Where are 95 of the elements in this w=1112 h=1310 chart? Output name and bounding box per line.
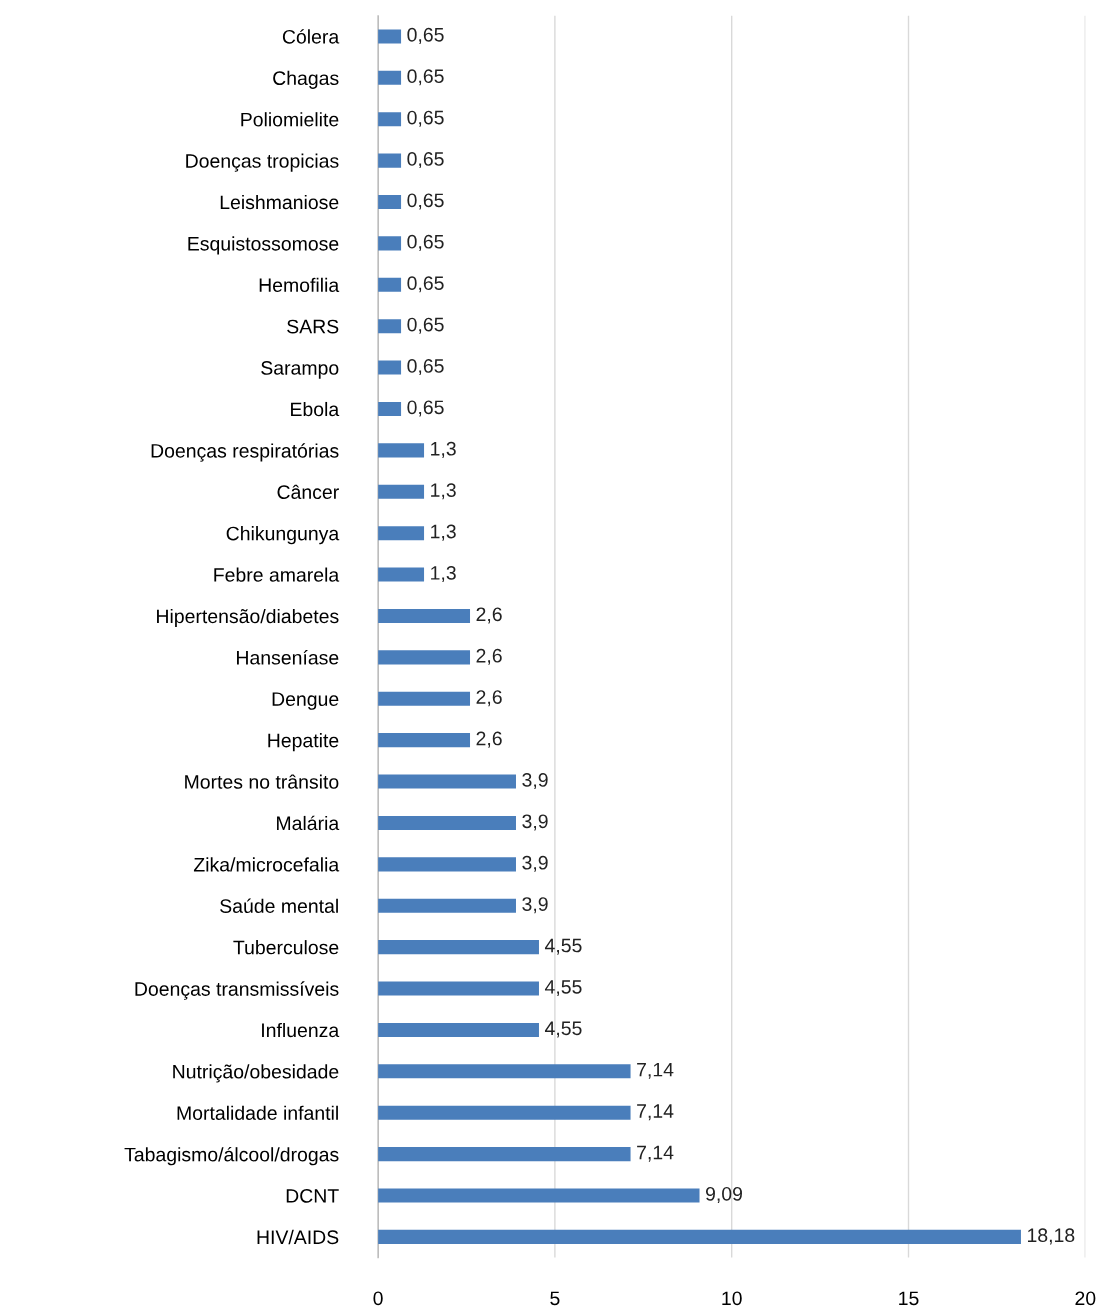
y-tick-label: SARS — [287, 319, 339, 334]
data-label: 3,9 — [522, 855, 548, 872]
bar — [378, 29, 402, 44]
y-tick-label: Câncer — [277, 484, 339, 500]
x-tick-label: 10 — [722, 1291, 742, 1306]
y-tick-label: Tabagismo/álcool/drogas — [124, 1146, 339, 1166]
y-tick-label: Hepatite — [268, 733, 339, 752]
data-label: 7,14 — [637, 1104, 674, 1121]
y-tick-label: Saúde mental — [220, 898, 338, 913]
y-tick-label: Poliomielite — [241, 112, 339, 127]
x-tick-label: 15 — [899, 1291, 919, 1306]
data-label: 0,65 — [407, 193, 444, 210]
y-tick-label: Esquistossomose — [188, 236, 339, 255]
data-label: 3,9 — [522, 773, 548, 790]
x-tick-label: 5 — [550, 1291, 560, 1306]
data-label: 4,55 — [544, 1021, 582, 1038]
data-label: 1,3 — [431, 483, 456, 500]
data-label: 0,65 — [407, 276, 444, 293]
bar — [378, 319, 402, 334]
data-label: 0,65 — [407, 110, 444, 127]
bar — [378, 981, 539, 996]
bar — [378, 691, 471, 706]
data-label: 0,65 — [407, 317, 444, 334]
y-tick-label: Malária — [277, 815, 340, 831]
bar — [378, 733, 471, 748]
data-label: 0,65 — [407, 359, 444, 376]
y-tick-label: Hipertensão/diabetes — [157, 608, 339, 628]
data-label: 9,09 — [705, 1186, 742, 1204]
y-tick-label: Chikungunya — [226, 526, 340, 545]
bar — [378, 857, 516, 872]
bar — [378, 236, 402, 251]
y-tick-label: Mortes no trânsito — [185, 774, 339, 789]
bar — [378, 70, 402, 85]
y-tick-label: Chagas — [273, 70, 339, 89]
y-tick-label: Ebola — [291, 401, 340, 417]
bar — [378, 608, 471, 623]
data-label: 1,3 — [431, 524, 456, 541]
bar — [378, 774, 516, 789]
y-tick-label: Hemofilia — [259, 277, 340, 293]
data-label: 2,6 — [476, 731, 502, 748]
data-label: 1,3 — [431, 441, 456, 458]
y-tick-label: Nutrição/obesidade — [173, 1064, 339, 1083]
bar — [378, 940, 539, 955]
bar — [378, 484, 425, 499]
y-tick-label: Sarampo — [261, 361, 339, 379]
y-tick-label: Doenças tropicias — [186, 153, 339, 172]
y-tick-label: DCNT — [286, 1188, 339, 1203]
bar — [378, 898, 516, 913]
y-tick-label: Dengue — [272, 692, 339, 710]
data-label: 7,14 — [637, 1145, 674, 1162]
data-label: 2,6 — [476, 648, 502, 665]
data-label: 0,65 — [407, 400, 444, 417]
bar — [378, 1105, 631, 1120]
data-label: 0,65 — [407, 27, 444, 44]
bar — [378, 526, 425, 541]
bar — [378, 153, 402, 168]
data-label: 3,9 — [522, 897, 548, 914]
y-tick-label: Mortalidade infantil — [177, 1105, 338, 1120]
bar — [378, 112, 402, 127]
bar — [378, 567, 425, 582]
bar — [378, 360, 402, 375]
data-label: 7,14 — [637, 1062, 674, 1079]
data-label: 4,55 — [544, 938, 582, 955]
bar — [378, 1229, 1021, 1244]
bar — [378, 194, 402, 210]
y-tick-label: Doenças transmissíveis — [135, 981, 339, 1000]
data-label: 0,65 — [407, 234, 444, 251]
bar — [378, 1188, 700, 1203]
y-tick-label: Tuberculose — [233, 940, 339, 955]
data-label: 2,6 — [476, 690, 502, 707]
bar — [378, 277, 402, 292]
y-tick-label: Hanseníase — [237, 650, 339, 665]
bar — [378, 401, 402, 417]
bar — [378, 1147, 631, 1162]
data-label: 4,55 — [544, 980, 582, 997]
bar — [378, 1064, 631, 1079]
bar — [378, 1022, 539, 1037]
bar — [378, 815, 516, 830]
y-tick-label: Leishmaniose — [220, 194, 339, 210]
x-tick-label: 0 — [373, 1291, 383, 1306]
y-tick-label: Zika/microcefalia — [193, 857, 340, 872]
data-label: 3,9 — [522, 814, 548, 831]
data-label: 18,18 — [1027, 1228, 1075, 1245]
bar — [378, 443, 425, 458]
y-tick-label: Influenza — [262, 1022, 340, 1038]
data-label: 0,65 — [407, 69, 444, 86]
y-tick-label: Febre amarela — [214, 567, 340, 582]
y-tick-label: Cólera — [282, 29, 340, 44]
x-tick-label: 20 — [1075, 1291, 1096, 1306]
y-tick-label: HIV/AIDS — [257, 1229, 339, 1245]
y-tick-label: Doenças respiratórias — [151, 443, 339, 462]
data-label: 0,65 — [407, 152, 444, 169]
bar — [378, 650, 471, 665]
data-label: 1,3 — [431, 566, 456, 583]
data-label: 2,6 — [476, 607, 502, 624]
